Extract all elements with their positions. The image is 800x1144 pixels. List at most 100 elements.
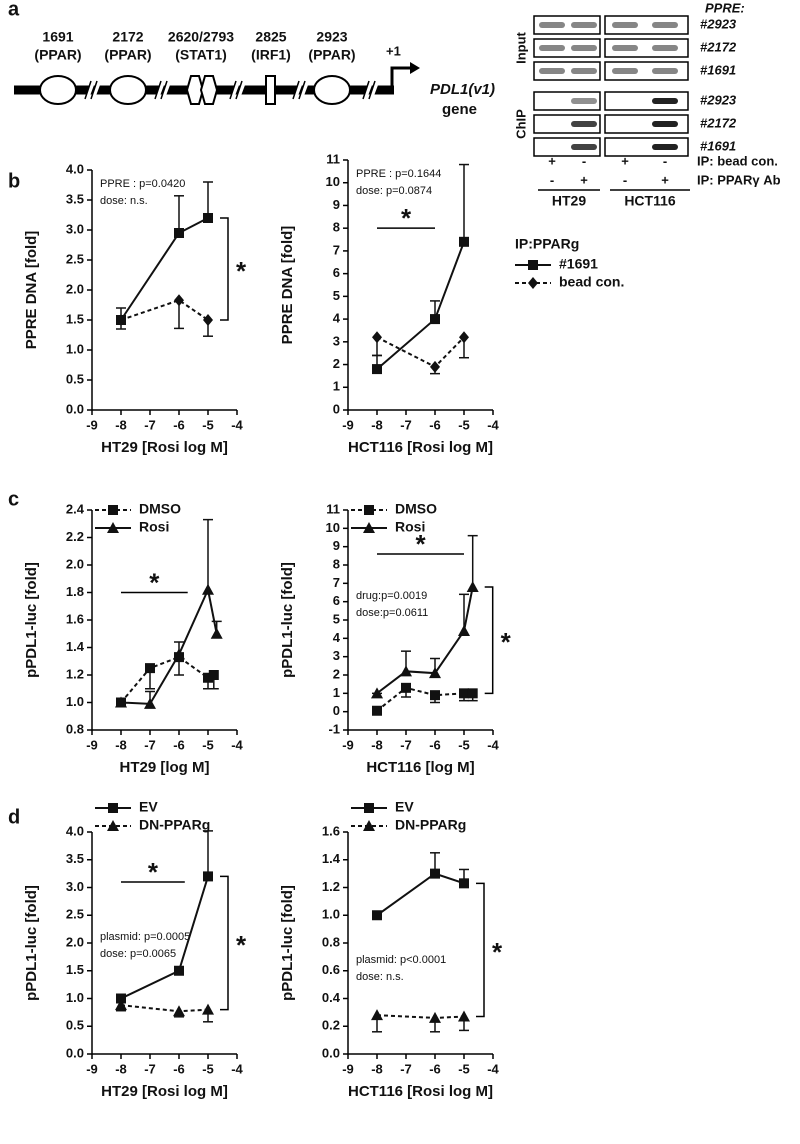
y-tick-label: 1.8 [66, 584, 84, 599]
blot-band [571, 121, 597, 127]
marker [400, 665, 412, 677]
series-line [376, 241, 465, 370]
y-tick-label: 8 [333, 220, 340, 235]
x-tick-label: -7 [144, 737, 156, 752]
marker [372, 910, 382, 921]
x-tick-label: -7 [400, 417, 412, 432]
legend-label: bead con. [559, 274, 624, 290]
blot-band [652, 45, 678, 51]
blot-box [604, 137, 689, 157]
y-tick-label: 2.2 [66, 529, 84, 544]
blot-band [652, 121, 678, 127]
ip-sign: - [663, 153, 667, 168]
legend-label: Rosi [395, 519, 425, 535]
y-tick-label: 8 [333, 556, 340, 571]
bracket [220, 875, 229, 1011]
x-tick-label: -4 [487, 737, 499, 752]
marker [173, 648, 185, 660]
blot-row-label: #2923 [700, 16, 737, 31]
blot-header: PPRE: [705, 0, 745, 15]
y-tick-label: 1.4 [66, 639, 85, 654]
marker [144, 697, 156, 709]
marker [429, 667, 441, 679]
annotation: dose: p=0.0874 [356, 185, 432, 197]
blot-band [571, 98, 597, 104]
blot-box [604, 114, 689, 134]
bracket-star: * [236, 256, 247, 286]
x-tick-label: -6 [173, 417, 185, 432]
marker [107, 522, 119, 533]
series-line [376, 336, 465, 369]
y-tick-label: 4.0 [66, 823, 84, 838]
ip-label: IP: bead con. [697, 153, 778, 168]
site-oval [313, 75, 351, 105]
site-label: (PPAR) [308, 47, 355, 63]
blot-row-label: #2923 [700, 92, 737, 107]
site-box [265, 75, 276, 105]
x-tick-label: -6 [173, 1061, 185, 1076]
x-axis-label: HT29 [Rosi log M] [101, 439, 228, 456]
legend-label: DN-PPARg [395, 817, 466, 833]
annotation: drug:p=0.0019 [356, 590, 427, 602]
site-label: 2172 [112, 29, 143, 45]
marker [459, 331, 469, 344]
x-tick-label: -9 [86, 737, 98, 752]
series-line [376, 1014, 465, 1019]
y-tick-label: 2.5 [66, 907, 84, 922]
y-tick-label: 4 [333, 311, 341, 326]
y-tick-label: 0.6 [322, 962, 340, 977]
x-tick-label: -5 [202, 737, 214, 752]
blot-band [539, 45, 565, 51]
significance-star: * [415, 529, 426, 559]
marker [203, 672, 213, 683]
ip-sign: + [580, 172, 588, 187]
legend-label: DMSO [139, 501, 181, 517]
annotation: dose: n.s. [100, 195, 148, 207]
x-tick-label: -4 [231, 417, 243, 432]
x-tick-label: -4 [487, 1061, 499, 1076]
y-tick-label: 1.0 [66, 694, 84, 709]
marker [364, 505, 374, 515]
marker [174, 228, 184, 238]
y-tick-label: 1.0 [66, 990, 84, 1005]
blot-box [533, 91, 601, 111]
blot-band [571, 144, 597, 150]
x-tick-label: -5 [458, 737, 470, 752]
y-tick-label: 0.2 [322, 1018, 340, 1033]
y-tick-label: 5 [333, 611, 340, 626]
series-line [120, 299, 209, 321]
x-tick-label: -9 [342, 417, 354, 432]
y-axis-label: pPDL1-luc [fold] [23, 885, 40, 1001]
x-tick-label: -7 [144, 417, 156, 432]
site-label: 1691 [42, 29, 73, 45]
blot-box [604, 91, 689, 111]
series-line [120, 656, 215, 704]
marker [108, 803, 118, 813]
cell-label: HT29 [552, 193, 586, 209]
x-tick-label: -8 [371, 1061, 383, 1076]
y-tick-label: 10 [326, 174, 340, 189]
gene-diagram [14, 62, 420, 105]
x-tick-label: -4 [487, 417, 499, 432]
y-tick-label: 0.0 [66, 1045, 84, 1060]
marker [173, 1005, 185, 1017]
x-tick-label: -8 [371, 417, 383, 432]
site-label: (IRF1) [251, 47, 291, 63]
marker [116, 314, 126, 326]
y-tick-label: 3.0 [66, 879, 84, 894]
site-oval [109, 75, 147, 105]
bracket-star: * [501, 627, 512, 657]
y-tick-label: 9 [333, 197, 340, 212]
tss-arrow [390, 66, 410, 86]
marker [203, 213, 213, 223]
annotation: PPRE : p=0.1644 [356, 168, 441, 180]
blot-box [604, 61, 689, 81]
y-tick-label: 0.0 [322, 1045, 340, 1060]
x-tick-label: -8 [115, 737, 127, 752]
x-tick-label: -7 [400, 1061, 412, 1076]
y-tick-label: 1.0 [66, 341, 84, 356]
marker [430, 360, 440, 373]
blot-row-label: #2172 [700, 115, 737, 130]
y-tick-label: 1.2 [66, 666, 84, 681]
